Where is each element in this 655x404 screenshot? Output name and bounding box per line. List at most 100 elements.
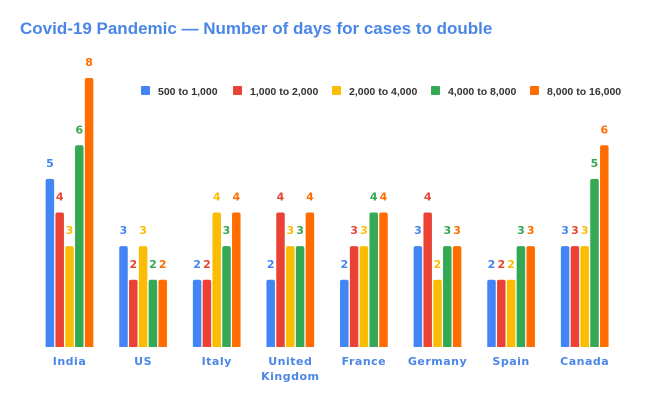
legend-label: 2,000 to 4,000 [349,86,417,98]
x-tick-label: Italy [202,355,232,368]
bar[interactable] [295,246,305,347]
bar[interactable] [232,212,241,348]
legend-swatch [530,86,539,95]
data-label: 4 [370,191,378,204]
bar[interactable] [45,178,55,347]
bar[interactable] [119,246,128,347]
bar[interactable] [75,145,84,347]
legend-swatch [431,86,440,95]
bar[interactable] [148,279,158,347]
legend-item[interactable]: 500 to 1,000 [141,86,218,98]
data-label: 2 [340,258,348,271]
bar[interactable] [487,279,496,347]
data-label: 4 [56,191,64,204]
bar[interactable] [340,279,349,347]
data-label: 4 [306,191,314,204]
bar[interactable] [413,246,423,347]
x-tick-label: India [53,355,87,368]
data-label: 3 [414,224,422,237]
bar[interactable] [129,279,138,347]
bar[interactable] [570,246,580,347]
data-label: 4 [380,191,388,204]
data-label: 3 [223,224,231,237]
data-label: 2 [149,258,157,271]
bar[interactable] [423,212,432,348]
legend-item[interactable]: 2,000 to 4,000 [332,86,417,98]
data-label: 3 [453,224,461,237]
legend-swatch [141,86,150,95]
data-label: 3 [296,224,304,237]
data-label: 4 [424,191,432,204]
bar[interactable] [349,246,359,347]
data-label: 2 [497,258,505,271]
bar[interactable] [433,279,442,347]
legend: 500 to 1,000 1,000 to 2,000 2,000 to 4,000… [141,86,621,98]
data-label: 3 [350,224,358,237]
bar[interactable] [138,246,148,347]
bar[interactable] [506,279,516,347]
data-label: 3 [561,224,569,237]
bar[interactable] [560,246,570,347]
data-label: 2 [488,258,496,271]
bar-group [45,78,94,348]
data-label: 2 [434,258,442,271]
bar[interactable] [212,212,221,348]
data-label: 3 [139,224,147,237]
data-label: 8 [85,56,93,69]
plot-area [45,78,609,348]
chart-title: Covid-19 Pandemic — Number of days for c… [20,19,493,38]
data-label: 4 [213,191,221,204]
legend-item[interactable]: 8,000 to 16,000 [530,86,621,98]
bar-group [192,212,241,348]
data-label: 3 [443,224,451,237]
bar[interactable] [443,246,452,347]
bar[interactable] [580,246,589,347]
bar-group [560,145,609,347]
bar[interactable] [526,246,535,347]
bar[interactable] [65,246,74,347]
legend-label: 8,000 to 16,000 [547,86,621,98]
legend-swatch [332,86,341,95]
legend-item[interactable]: 1,000 to 2,000 [233,86,318,98]
bar[interactable] [286,246,295,347]
bar[interactable] [369,212,378,348]
data-label: 6 [600,123,608,136]
bar[interactable] [192,279,202,347]
data-label: 2 [129,258,137,271]
data-label: 5 [46,157,54,170]
data-label: 2 [267,258,275,271]
bar[interactable] [516,246,526,347]
bar[interactable] [202,279,212,347]
bar[interactable] [305,212,315,348]
bar[interactable] [379,212,388,348]
data-label: 4 [277,191,285,204]
bar[interactable] [359,246,369,347]
legend-label: 1,000 to 2,000 [250,86,318,98]
x-tick-label: France [342,355,386,368]
bar-group [119,246,167,347]
x-tick-label: Spain [492,355,529,368]
legend-item[interactable]: 4,000 to 8,000 [431,86,516,98]
bar[interactable] [158,279,167,347]
bar[interactable] [84,78,94,347]
bar[interactable] [497,279,506,347]
x-tick-label: Canada [560,355,609,368]
bar-group [340,212,388,348]
bar[interactable] [222,246,231,347]
bar-group [487,246,535,347]
bar[interactable] [276,212,285,348]
data-label: 3 [360,224,368,237]
legend-swatch [233,86,242,95]
bar[interactable] [266,279,275,347]
data-label: 2 [159,258,167,271]
bar[interactable] [600,145,609,347]
bar[interactable] [55,212,64,348]
data-label: 3 [527,224,535,237]
data-label: 2 [507,258,515,271]
bar[interactable] [452,246,462,347]
bar[interactable] [590,178,599,347]
data-label: 3 [66,224,74,237]
x-tick-label: United Kingdom [261,355,319,383]
